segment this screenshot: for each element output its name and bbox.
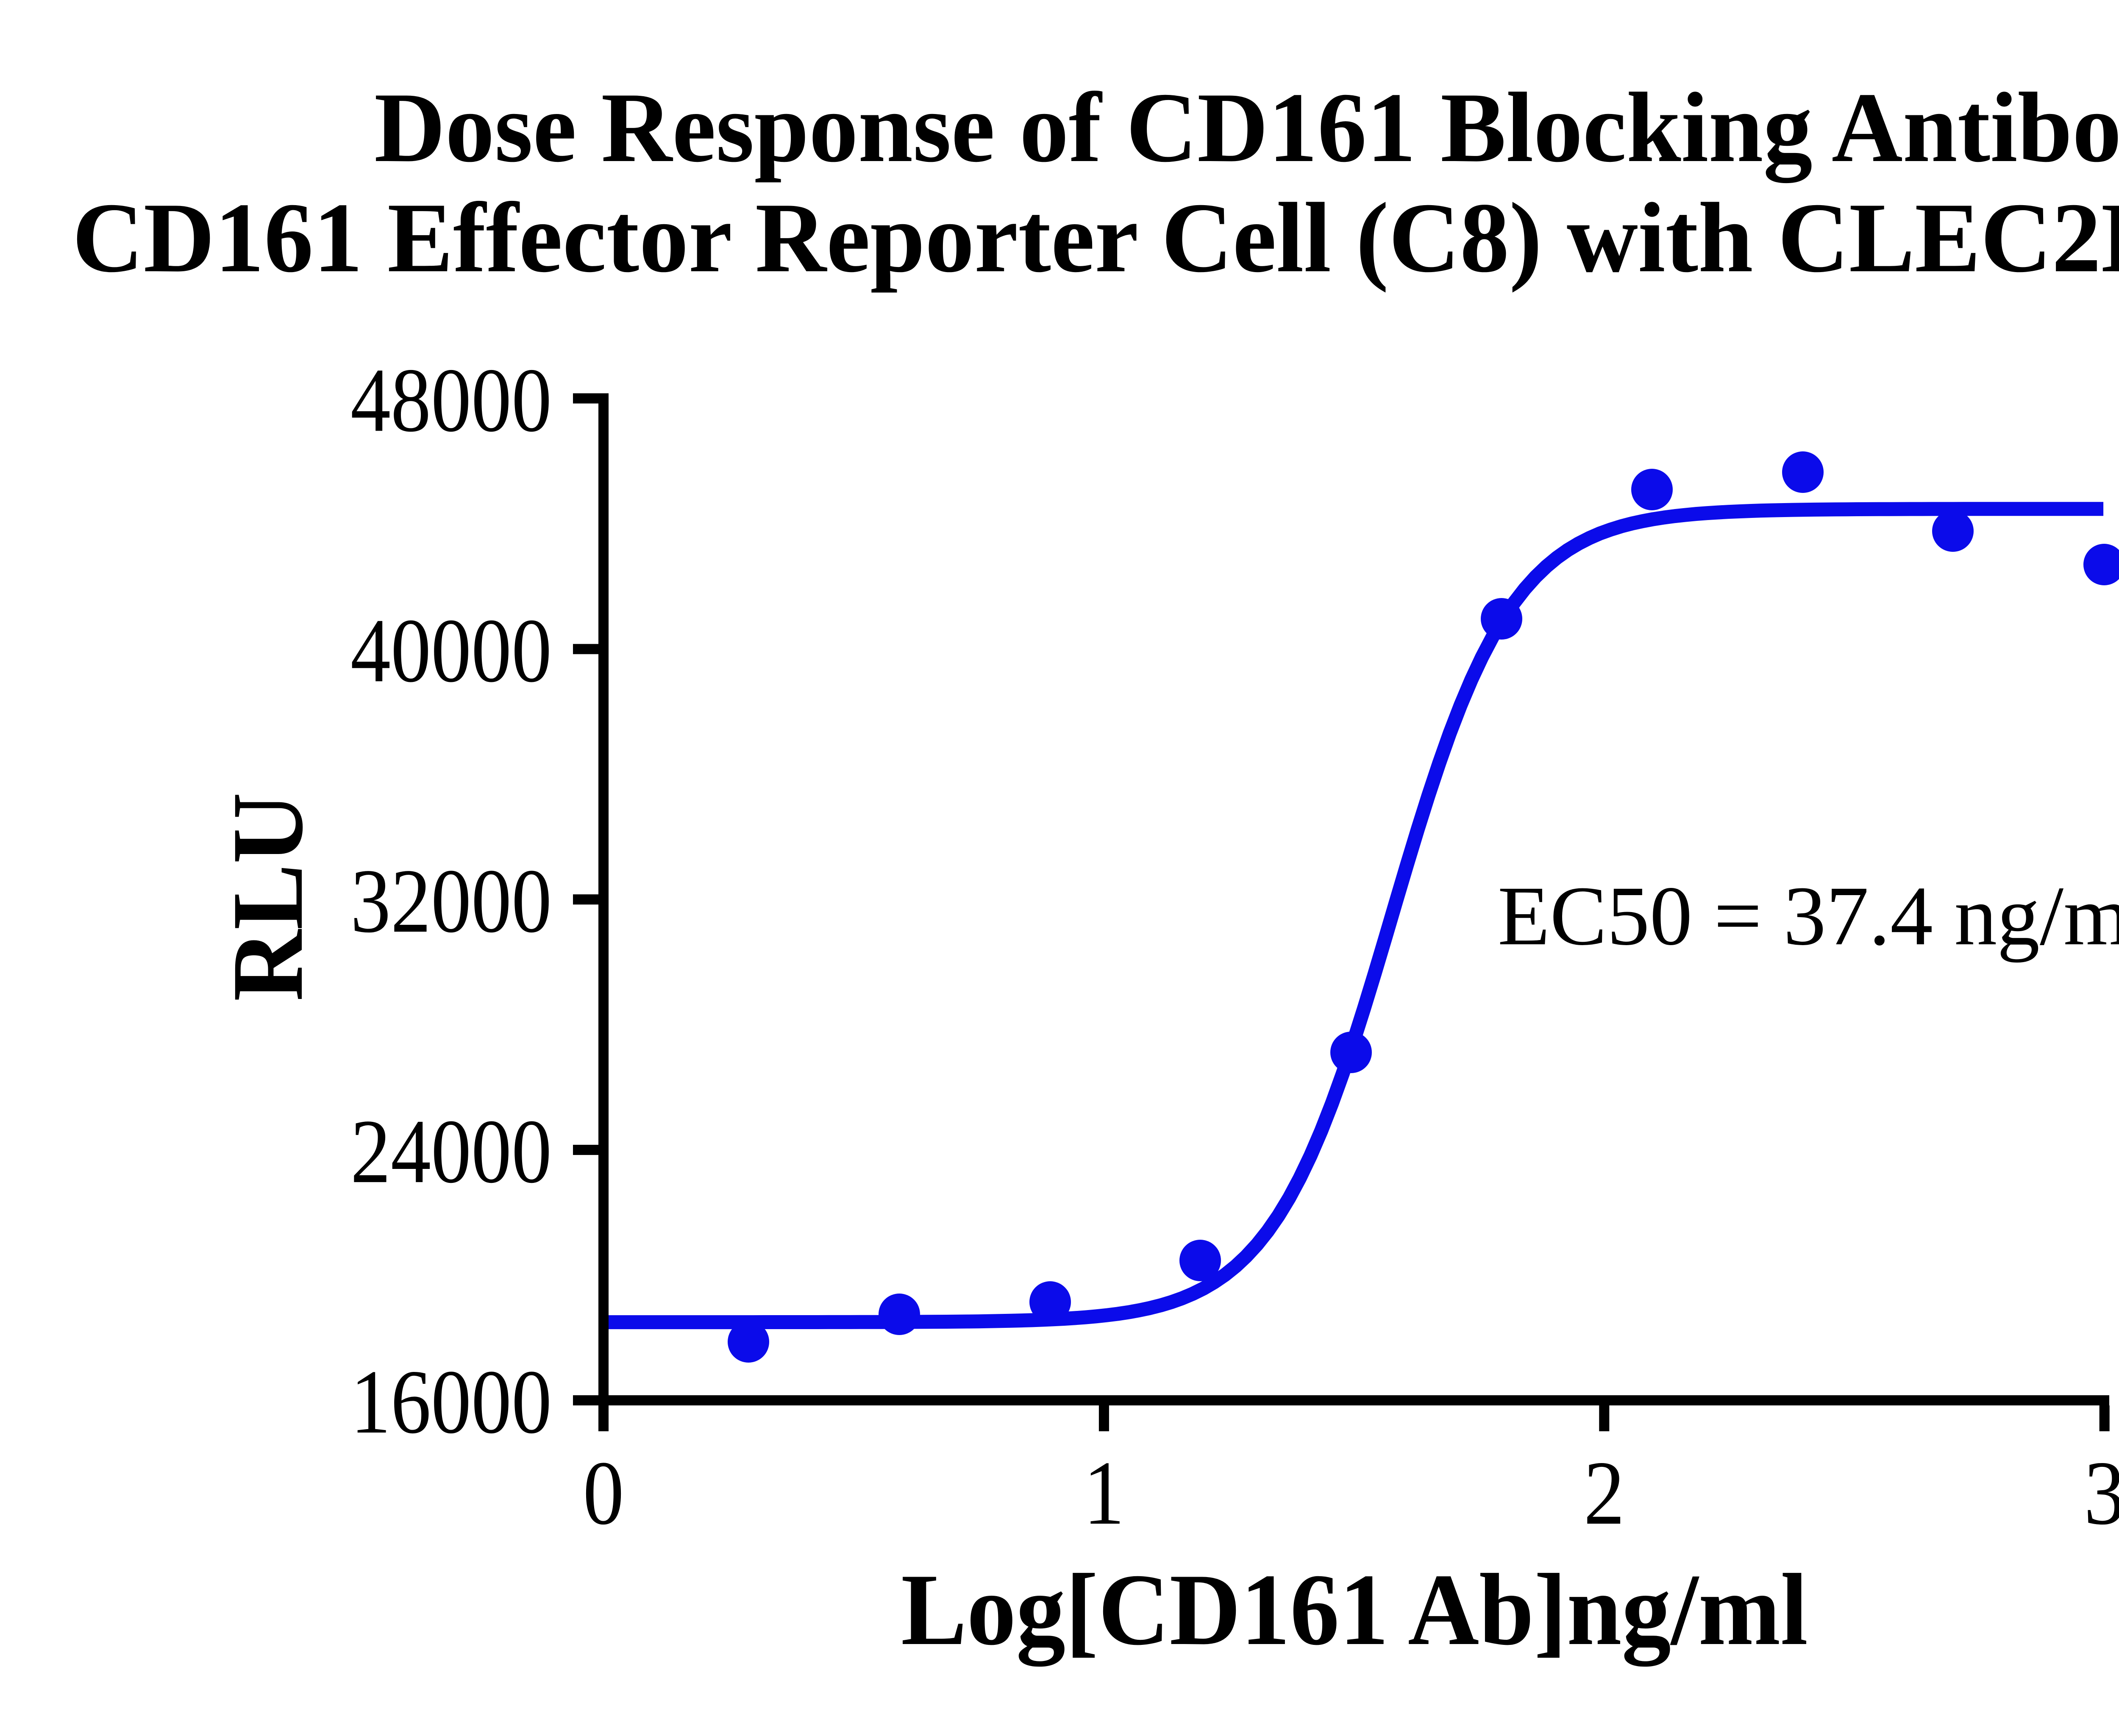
svg-text:Log[CD161 Ab]ng/ml: Log[CD161 Ab]ng/ml bbox=[901, 1553, 1808, 1666]
svg-text:16000: 16000 bbox=[350, 1351, 552, 1452]
svg-text:2: 2 bbox=[1584, 1442, 1625, 1544]
svg-text:RLU: RLU bbox=[211, 793, 324, 1002]
svg-text:48000: 48000 bbox=[350, 350, 552, 451]
svg-text:3: 3 bbox=[2084, 1442, 2119, 1544]
svg-text:EC50 = 37.4 ng/ml: EC50 = 37.4 ng/ml bbox=[1498, 869, 2119, 963]
svg-text:32000: 32000 bbox=[350, 850, 552, 951]
svg-text:24000: 24000 bbox=[350, 1101, 552, 1202]
svg-text:Dose Response of CD161 Blockin: Dose Response of CD161 Blocking Antibody… bbox=[374, 72, 2119, 183]
svg-text:CD161 Effector Reporter Cell (: CD161 Effector Reporter Cell (C8) with C… bbox=[72, 183, 2119, 293]
svg-text:40000: 40000 bbox=[350, 600, 552, 701]
svg-text:0: 0 bbox=[583, 1442, 624, 1544]
svg-text:1: 1 bbox=[1083, 1442, 1124, 1544]
